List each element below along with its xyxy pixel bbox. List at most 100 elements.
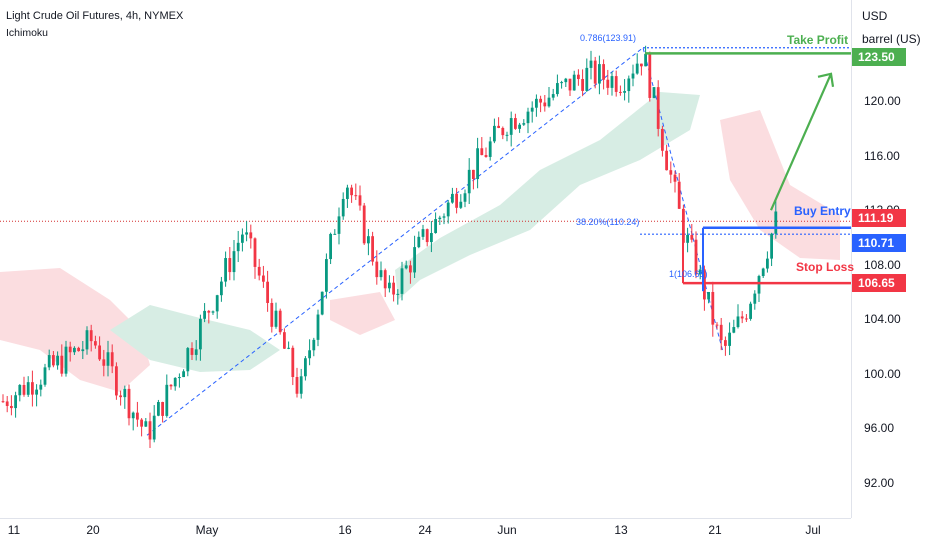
candle-body [396,293,400,295]
candle-body [60,355,64,374]
candle-body [266,281,269,303]
candle-body [241,234,244,243]
candle-body [409,265,412,273]
axis-unit: barrel (US) [862,32,921,46]
candle-body [228,258,232,273]
candle-body [190,348,194,355]
candle-body [333,233,337,235]
candle-body [488,141,492,157]
candle-body [308,350,311,359]
stop-loss-price-badge: 106.65 [852,274,906,293]
candle-body [694,239,698,275]
candle-body [682,208,685,243]
candle-body [316,314,320,340]
fib-label-0786: 0.786(123.91) [580,32,637,43]
candle-body [178,377,181,379]
price-tick-label: 108.00 [864,257,901,272]
candle-body [766,258,769,269]
time-tick-label: Jul [805,523,821,537]
target-arrow-shaft [769,73,833,211]
trade-levels [645,52,851,292]
candle-body [375,261,379,278]
candle-body [31,382,34,395]
candle-body [73,347,76,353]
time-tick-label: Jun [497,523,517,537]
indicator-label: Ichimoku [6,27,49,39]
candle-body [724,340,727,346]
candle-body [451,193,454,203]
candle-body [530,107,534,112]
take-profit-label: Take Profit [787,33,849,48]
candle-body [522,123,526,125]
candle-body [711,291,715,325]
candle-body [400,268,404,294]
candle-body [358,195,362,206]
candle-body [623,91,626,93]
candle-body [526,111,530,124]
candle-body [732,327,736,333]
fib-label-382: 38.20%(110.24) [576,217,640,228]
candle-body [329,233,332,260]
price-tick-label: 92.00 [864,476,895,490]
candle-body [585,67,589,91]
candle-body [472,169,475,180]
candle-body [10,405,13,409]
candle-body [505,134,509,136]
candle-body [68,346,72,353]
candle-body [295,376,299,394]
candle-body [1,401,5,403]
fibonacci-trend-path[interactable] [146,46,724,436]
buy-entry-price-badge: 110.71 [852,233,906,252]
candle-body [770,233,773,259]
candle-body [539,98,542,103]
candle-body [493,125,496,142]
candle-body [283,332,286,349]
candle-body [669,170,673,175]
candle-body [220,281,223,296]
candle-body [455,193,458,208]
candle-body [656,87,660,129]
candle-body [18,384,22,396]
chart-title: Light Crude Oil Futures, 4h, NYMEX [6,10,184,22]
candle-body [661,128,664,151]
candle-body [577,74,580,80]
candle-body [182,371,185,378]
candle-body [631,73,635,79]
candle-body [119,395,122,398]
candle-body [383,270,387,289]
price-tick-label: 100.00 [864,366,901,381]
fib-label-1: 1(106.65) [669,269,708,280]
candle-body [446,202,450,217]
candle-body [593,60,597,84]
candle-body [467,169,471,194]
candle-body [430,233,433,243]
last-price-badge: 111.19 [852,209,906,228]
ichimoku-cloud-region [110,305,280,372]
candle-body [249,232,253,239]
candle-body [110,352,114,367]
candle-body [480,148,484,156]
candle-body [131,412,135,419]
candle-body [367,236,370,244]
candle-body [509,118,513,135]
candle-body [136,412,139,420]
candle-body [98,345,101,360]
candle-body [459,201,463,208]
candle-body [757,276,761,294]
candle-body [698,269,702,275]
candle-body [278,310,282,333]
candle-body [774,211,778,234]
candle-body [652,87,656,98]
candle-body [371,236,374,262]
candle-body [547,97,551,107]
price-tick-label: 96.00 [864,421,895,436]
axis-currency: USD [862,9,888,23]
candle-body [753,293,757,304]
candle-body [207,310,211,313]
candle-body [543,102,547,107]
candle-body [476,148,479,180]
candle-body [438,217,442,220]
candle-body [47,355,51,368]
stop-loss-label: Stop Loss [796,260,855,275]
